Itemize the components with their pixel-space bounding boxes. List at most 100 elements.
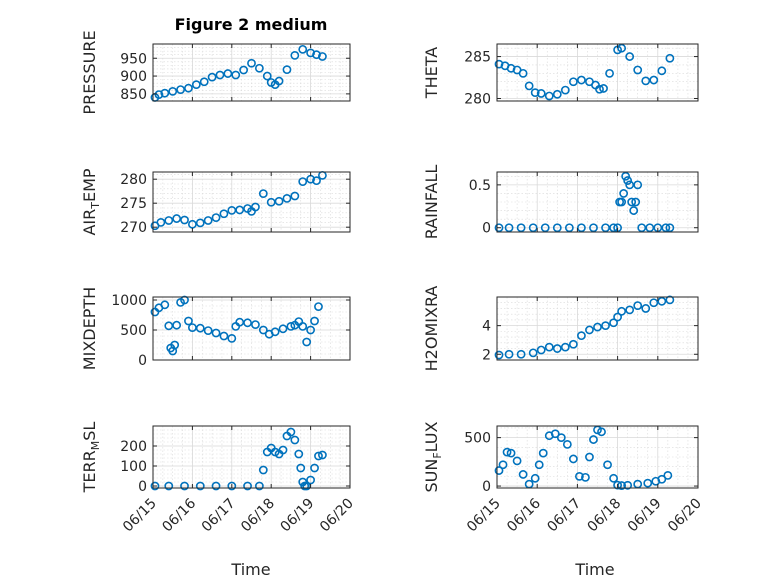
- data-point: [172, 320, 182, 330]
- x-tick-label: 06/20: [317, 496, 357, 536]
- data-point: [150, 481, 160, 491]
- data-point: [552, 344, 562, 353]
- data-point: [207, 72, 217, 82]
- y-axis-label: THETA: [422, 47, 441, 99]
- data-point: [577, 331, 586, 341]
- data-point: [502, 447, 512, 457]
- data-point: [306, 325, 315, 335]
- data-point: [156, 217, 166, 227]
- plot-area: [152, 425, 351, 489]
- data-point: [603, 460, 612, 470]
- y-tick-label: 0: [482, 221, 491, 237]
- data-point: [528, 348, 538, 358]
- data-point: [306, 48, 315, 58]
- y-tick-label: 850: [120, 87, 147, 103]
- data-point: [211, 481, 221, 491]
- y-tick-label: 270: [120, 220, 147, 236]
- data-point: [251, 202, 260, 212]
- data-point: [530, 88, 540, 98]
- y-tick-label: 280: [120, 172, 147, 188]
- data-point: [560, 342, 570, 352]
- y-axis-label: TERRMSL: [80, 422, 102, 494]
- data-point: [290, 191, 300, 201]
- data-point: [254, 63, 264, 73]
- data-point: [195, 481, 205, 491]
- data-point: [536, 89, 546, 98]
- panel-air-temp: 270 275 280 AIRTEMP: [80, 168, 351, 236]
- data-point: [516, 223, 526, 233]
- data-point: [318, 450, 327, 460]
- data-point: [231, 70, 241, 80]
- data-point: [494, 350, 504, 360]
- data-point: [203, 326, 213, 335]
- data-point: [625, 52, 635, 61]
- data-point: [258, 465, 268, 475]
- data-point: [164, 481, 174, 491]
- data-point: [176, 85, 185, 94]
- data-point: [633, 301, 643, 310]
- data-point: [619, 189, 629, 198]
- data-point: [544, 91, 554, 101]
- data-point: [665, 223, 675, 233]
- x-tick-label: 06/16: [504, 495, 544, 535]
- data-point: [286, 321, 296, 331]
- y-axis-label: MIXDEPTH: [80, 287, 99, 370]
- data-point: [504, 349, 514, 359]
- data-point: [589, 435, 598, 444]
- x-axis-label-left: Time: [230, 560, 270, 579]
- data-point: [296, 463, 306, 473]
- axis-box: [152, 43, 351, 102]
- data-point: [649, 75, 659, 85]
- data-point: [528, 223, 538, 233]
- data-point: [254, 481, 264, 491]
- y-tick-label: 0: [138, 353, 147, 369]
- data-point: [621, 171, 631, 181]
- data-point: [211, 328, 221, 338]
- data-point: [278, 445, 288, 455]
- data-point: [294, 449, 304, 459]
- data-point: [203, 216, 213, 225]
- data-point: [601, 223, 610, 233]
- data-point: [617, 197, 627, 207]
- y-axis-label: SUNFLUX: [422, 421, 444, 492]
- data-point: [645, 223, 655, 233]
- data-point: [243, 481, 252, 491]
- axis-box: [496, 425, 699, 489]
- x-tick-label: 06/19: [278, 496, 318, 536]
- data-point: [172, 214, 182, 223]
- y-tick-label: 4: [482, 319, 491, 335]
- data-point: [575, 471, 584, 481]
- data-point: [568, 339, 578, 349]
- y-tick-label: 500: [464, 431, 491, 447]
- x-tick-label: 06/17: [199, 496, 239, 536]
- data-point: [649, 298, 659, 308]
- data-point: [512, 456, 522, 466]
- y-tick-label: 1000: [111, 293, 147, 309]
- data-point: [613, 312, 622, 322]
- data-point: [552, 89, 562, 99]
- data-point: [585, 452, 594, 462]
- data-point: [286, 427, 296, 437]
- data-point: [282, 193, 292, 203]
- data-point: [657, 474, 667, 484]
- data-point: [613, 480, 622, 490]
- data-point: [211, 213, 221, 222]
- data-point: [312, 50, 321, 60]
- y-axis-label: PRESSURE: [80, 30, 99, 114]
- data-point: [564, 223, 574, 233]
- data-point: [560, 85, 570, 95]
- x-tick-label: 06/16: [159, 495, 199, 535]
- data-point: [631, 197, 641, 207]
- y-tick-label: 0: [138, 479, 147, 495]
- data-point: [187, 219, 197, 229]
- data-point: [623, 480, 633, 490]
- data-point: [617, 306, 627, 316]
- data-point: [633, 180, 643, 190]
- data-point: [540, 223, 550, 233]
- axis-box: [152, 171, 351, 233]
- data-point: [625, 305, 635, 315]
- data-point: [160, 88, 170, 98]
- data-point: [534, 460, 544, 470]
- data-point: [318, 52, 327, 61]
- y-tick-label: 0: [482, 479, 491, 495]
